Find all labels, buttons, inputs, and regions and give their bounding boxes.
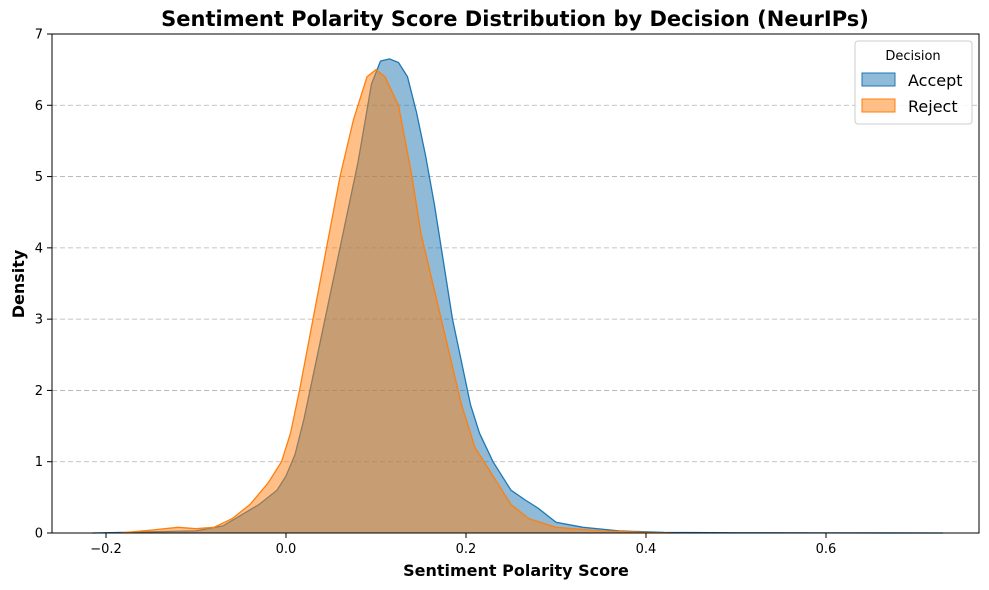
y-tick-label-4: 4 <box>35 241 43 256</box>
x-tick-label-1: 0.0 <box>276 542 297 557</box>
y-tick-label-3: 3 <box>35 313 43 328</box>
x-tick-label-4: 0.6 <box>816 542 837 557</box>
series-layer <box>92 58 944 534</box>
x-axis-label: Sentiment Polarity Score <box>403 561 629 580</box>
y-axis-label: Density <box>9 249 28 318</box>
series-line-1 <box>119 68 674 534</box>
x-tick-label-0: −0.2 <box>90 542 122 557</box>
y-tick-label-1: 1 <box>35 455 43 470</box>
series-area-1 <box>119 69 673 533</box>
chart-title: Sentiment Polarity Score Distribution by… <box>161 7 869 31</box>
y-axis: 0 1 2 3 4 5 6 7 <box>35 28 52 542</box>
y-tick-label-5: 5 <box>35 170 43 185</box>
plot-frame <box>51 33 980 534</box>
y-tick-label-2: 2 <box>35 384 43 399</box>
legend: Decision Accept Reject <box>854 40 973 125</box>
y-tick-label-6: 6 <box>35 99 43 114</box>
legend-swatch-accept <box>861 72 896 87</box>
gridlines <box>52 104 979 463</box>
legend-label-accept: Accept <box>908 71 963 90</box>
x-axis: −0.2 0.0 0.2 0.4 0.6 <box>90 533 836 557</box>
legend-label-reject: Reject <box>908 97 958 116</box>
y-tick-label-0: 0 <box>35 527 43 542</box>
legend-swatch-reject <box>861 98 896 113</box>
legend-title: Decision <box>885 49 940 64</box>
y-tick-label-7: 7 <box>35 28 43 43</box>
x-tick-label-2: 0.2 <box>456 542 477 557</box>
x-tick-label-3: 0.4 <box>636 542 657 557</box>
